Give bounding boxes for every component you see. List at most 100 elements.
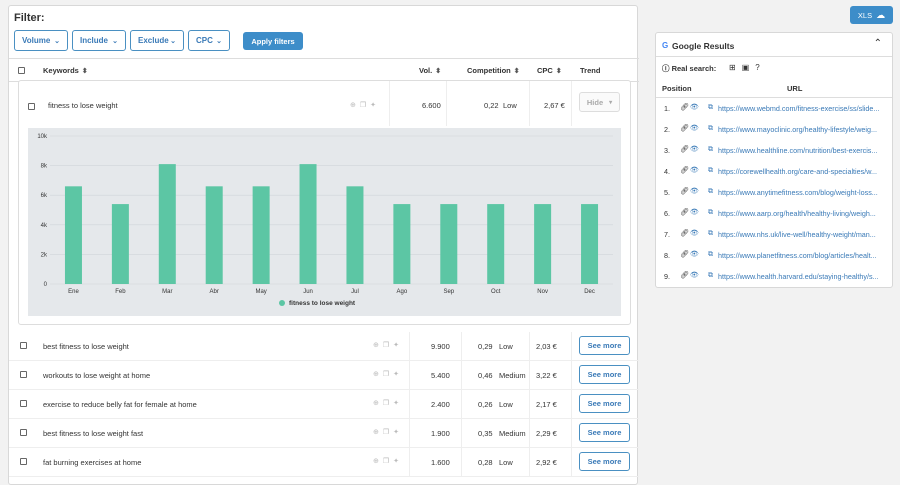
help-icon[interactable]: ? xyxy=(755,63,766,72)
chevron-down-icon: ⌄ xyxy=(112,37,118,45)
cpc-column-header[interactable]: CPC ⬍ xyxy=(537,66,562,75)
google-results-header[interactable]: G Google Results ⌃ xyxy=(656,33,892,57)
bar xyxy=(205,186,223,284)
filter-title: Filter: xyxy=(14,12,45,24)
eye-icon[interactable]: 👁︎ xyxy=(689,167,700,174)
copy-icon[interactable]: ❐ xyxy=(382,342,394,349)
eye-icon[interactable]: 👁︎ xyxy=(689,209,700,216)
cpc-header-label: CPC xyxy=(537,66,553,75)
result-url-link[interactable]: https://www.health.harvard.edu/staying-h… xyxy=(718,272,879,281)
image-icon[interactable]: ▣ xyxy=(741,63,756,72)
copy-icon[interactable]: ❐ xyxy=(359,102,371,109)
include-filter-button[interactable]: Include ⌄ xyxy=(72,30,126,51)
row-checkbox[interactable] xyxy=(20,400,27,407)
info-icon[interactable]: ⊕ xyxy=(350,102,360,109)
keywords-column-header[interactable]: Keywords ⬍ xyxy=(43,66,88,75)
row-checkbox[interactable] xyxy=(20,429,27,436)
xls-export-button[interactable]: XLS ☁ xyxy=(850,6,893,24)
result-position: 7. xyxy=(664,230,670,239)
cpc-filter-button[interactable]: CPC ⌄ xyxy=(188,30,230,51)
external-link-icon: ⧉ xyxy=(708,146,713,153)
select-all-checkbox[interactable] xyxy=(18,67,25,74)
see-more-button[interactable]: See more xyxy=(579,452,630,471)
competition-column-header[interactable]: Competition ⬍ xyxy=(467,66,520,75)
link-icon[interactable]: 🔗︎ xyxy=(680,146,690,153)
sparkle-icon[interactable]: ✦ xyxy=(393,371,404,378)
result-url-link[interactable]: https://www.aarp.org/health/healthy-livi… xyxy=(718,209,876,218)
info-icon[interactable]: ⊕ xyxy=(373,429,383,436)
link-icon[interactable]: 🔗︎ xyxy=(680,188,690,195)
bar xyxy=(299,164,317,284)
result-position: 4. xyxy=(664,167,670,176)
result-url-link[interactable]: https://www.nhs.uk/live-well/healthy-wei… xyxy=(718,230,876,239)
sparkle-icon[interactable]: ✦ xyxy=(393,342,404,349)
result-url-link[interactable]: https://www.healthline.com/nutrition/bes… xyxy=(718,146,878,155)
result-url-link[interactable]: https://www.mayoclinic.org/healthy-lifes… xyxy=(718,125,877,134)
row-action-icons: ⊕❐✦ xyxy=(373,428,403,436)
link-icon[interactable]: 🔗︎ xyxy=(680,104,690,111)
link-icon[interactable]: 🔗︎ xyxy=(680,230,690,237)
eye-icon[interactable]: 👁︎ xyxy=(689,146,700,153)
row-checkbox[interactable] xyxy=(20,371,27,378)
bar xyxy=(158,164,176,284)
info-icon: ⓘ xyxy=(662,64,672,73)
volume-filter-button[interactable]: Volume ⌄ xyxy=(14,30,68,51)
result-link-icons: 🔗︎👁︎ xyxy=(680,145,700,153)
bar xyxy=(581,204,599,284)
info-icon[interactable]: ⊕ xyxy=(373,458,383,465)
copy-icon[interactable]: ❐ xyxy=(382,429,394,436)
keywords-panel: Filter: Volume ⌄ Include ⌄ Exclude ⌄ CPC ⌄ A… xyxy=(8,5,639,485)
eye-icon[interactable]: 👁︎ xyxy=(689,251,700,258)
copy-icon[interactable]: ❐ xyxy=(382,400,394,407)
exclude-filter-button[interactable]: Exclude ⌄ xyxy=(130,30,184,51)
row-checkbox[interactable] xyxy=(28,103,35,110)
x-tick-label: Mar xyxy=(162,289,172,295)
link-icon[interactable]: 🔗︎ xyxy=(680,167,690,174)
url-column-header: URL xyxy=(787,84,803,93)
cpc-value: 2,67 € xyxy=(544,101,565,110)
exclude-filter-label: Exclude xyxy=(138,36,169,45)
chevron-up-icon[interactable]: ⌃ xyxy=(873,38,882,49)
google-result-row: 9. 🔗︎👁︎ ⧉ https://www.health.harvard.edu… xyxy=(656,266,892,287)
result-position: 6. xyxy=(664,209,670,218)
volume-value: 6.600 xyxy=(422,101,441,110)
sparkle-icon[interactable]: ✦ xyxy=(393,429,404,436)
result-url-link[interactable]: https://www.planetfitness.com/blog/artic… xyxy=(718,251,877,260)
eye-icon[interactable]: 👁︎ xyxy=(689,188,700,195)
see-more-button[interactable]: See more xyxy=(579,394,630,413)
link-icon[interactable]: 🔗︎ xyxy=(680,209,690,216)
row-checkbox[interactable] xyxy=(20,342,27,349)
sparkle-icon[interactable]: ✦ xyxy=(370,102,381,109)
see-more-button[interactable]: See more xyxy=(579,336,630,355)
vol-column-header[interactable]: Vol. ⬍ xyxy=(419,66,441,75)
see-more-button[interactable]: See more xyxy=(579,423,630,442)
bar xyxy=(111,204,129,284)
result-link-icons: 🔗︎👁︎ xyxy=(680,103,700,111)
apply-filters-button[interactable]: Apply filters xyxy=(243,32,303,50)
eye-icon[interactable]: 👁︎ xyxy=(689,104,700,111)
eye-icon[interactable]: 👁︎ xyxy=(689,272,700,279)
info-icon[interactable]: ⊕ xyxy=(373,342,383,349)
sparkle-icon[interactable]: ✦ xyxy=(393,458,404,465)
eye-icon[interactable]: 👁︎ xyxy=(689,230,700,237)
y-tick-label: 8k xyxy=(41,164,48,170)
cloud-download-icon: ☁ xyxy=(876,9,886,20)
desktop-icon[interactable]: ⊞ xyxy=(729,63,742,72)
result-url-link[interactable]: https://www.webmd.com/fitness-exercise/s… xyxy=(718,104,880,113)
link-icon[interactable]: 🔗︎ xyxy=(680,125,690,132)
copy-icon[interactable]: ❐ xyxy=(382,371,394,378)
cpc-filter-label: CPC xyxy=(196,36,213,45)
eye-icon[interactable]: 👁︎ xyxy=(689,125,700,132)
copy-icon[interactable]: ❐ xyxy=(382,458,394,465)
link-icon[interactable]: 🔗︎ xyxy=(680,272,690,279)
result-url-link[interactable]: https://corewellhealth.org/care-and-spec… xyxy=(718,167,878,176)
link-icon[interactable]: 🔗︎ xyxy=(680,251,690,258)
info-icon[interactable]: ⊕ xyxy=(373,371,383,378)
result-url-link[interactable]: https://www.anytimefitness.com/blog/weig… xyxy=(718,188,878,197)
sparkle-icon[interactable]: ✦ xyxy=(393,400,404,407)
hide-button[interactable]: Hide ▾ xyxy=(579,92,620,112)
row-checkbox[interactable] xyxy=(20,458,27,465)
competition-value: 0,22 xyxy=(484,101,499,110)
info-icon[interactable]: ⊕ xyxy=(373,400,383,407)
see-more-button[interactable]: See more xyxy=(579,365,630,384)
